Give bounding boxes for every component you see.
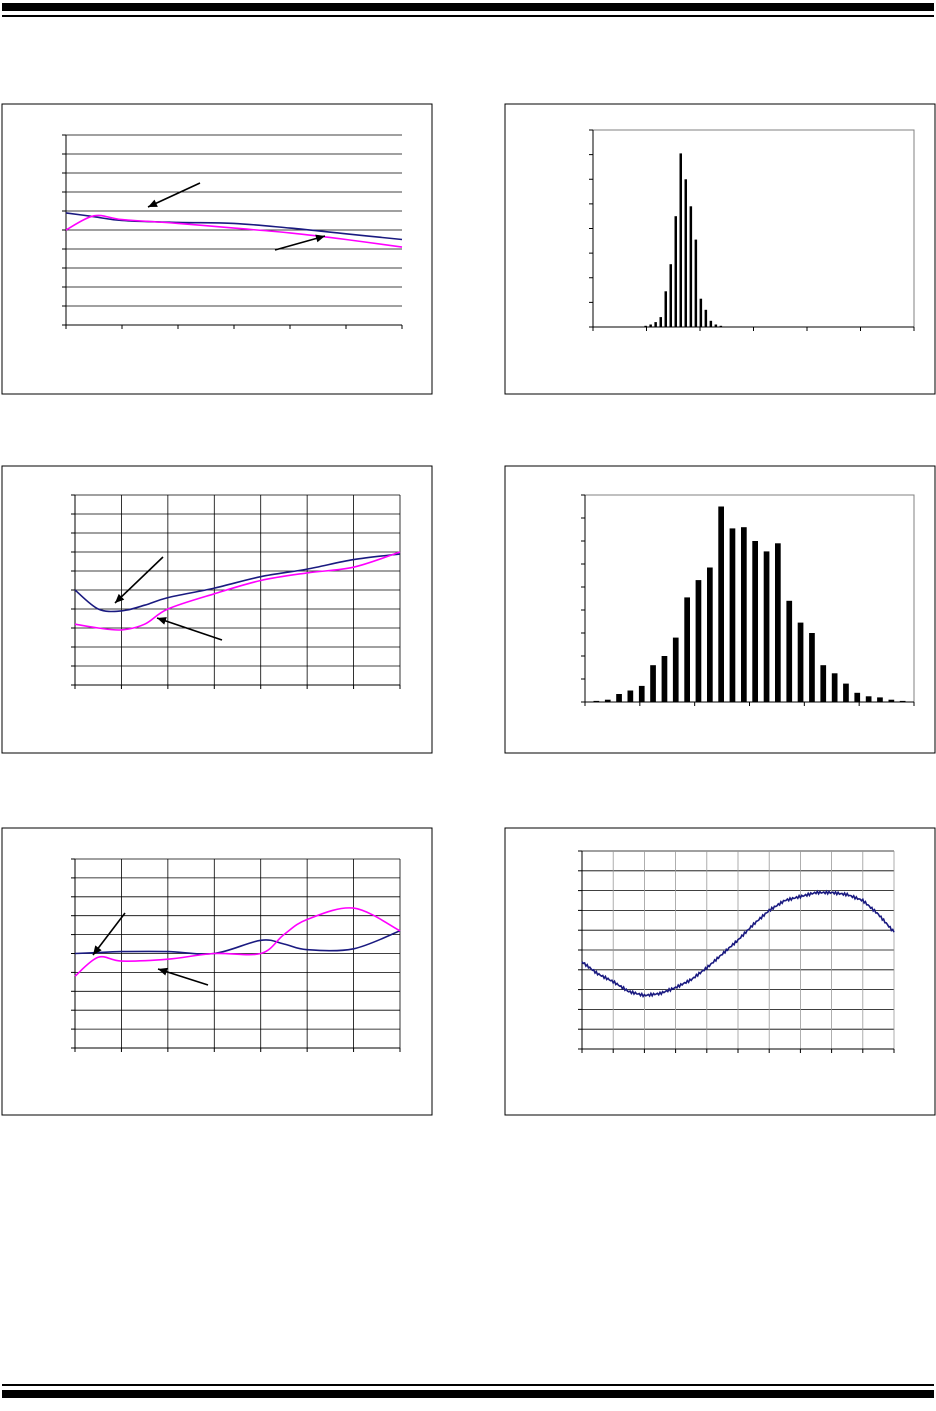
series-line-2 [65,214,403,248]
histogram-bar [672,637,679,702]
histogram-bar [888,699,895,702]
series-line-2 [74,551,401,631]
chart-panel-6 [504,827,936,1116]
annotation-arrow-1 [147,182,201,208]
histogram-bar [689,206,693,327]
histogram-bar [604,699,611,702]
histogram-bar [661,656,668,702]
chart-panel-2 [504,103,936,395]
histogram-bar [899,700,906,702]
histogram-bar [638,685,645,702]
histogram-bar [627,690,634,702]
histogram-bar [699,298,703,327]
arrowhead-1 [93,945,102,955]
histogram-bar [719,325,723,327]
histogram-bar [684,179,687,328]
histogram-bar [854,692,861,702]
chart-panel-1 [1,103,433,395]
histogram-bar [704,309,708,327]
footer-rule-thin [2,1384,934,1386]
annotation-arrow-1 [114,556,164,604]
histogram-bar [741,527,747,702]
arrowhead-2 [157,617,167,625]
histogram-bar [659,317,662,327]
chart-frame [1,465,433,754]
chart-panel-5 [1,827,433,1116]
header-rule-thin [2,15,934,17]
histogram-bar [669,264,672,327]
histogram-bar [752,541,758,702]
histogram-bar [679,153,682,327]
histogram-bar [877,697,883,702]
histogram-bar [694,239,698,327]
arrowhead-1 [115,593,125,603]
series-line-1 [65,212,403,241]
histogram-bar [775,543,781,702]
series-line-1 [74,553,401,613]
chart-panel-4 [504,465,936,754]
annotation-arrow-2 [156,617,223,641]
histogram-bar [650,665,656,702]
histogram-bar [649,324,652,327]
histogram-bar [843,683,849,702]
histogram-bar [831,673,838,703]
chart-frame [1,827,433,1116]
arrowhead-2 [158,967,168,976]
histogram-bar [865,696,872,703]
series-line-2 [74,907,401,977]
histogram-bar [684,597,690,702]
histogram-bar [809,633,815,702]
footer-rule-thick [2,1390,934,1398]
histogram-bar [820,665,827,702]
histogram-bar [654,322,657,327]
histogram-bar [714,324,718,327]
histogram-bar [644,325,647,327]
header-rule-thick [2,3,934,11]
histogram-bar [797,622,804,702]
histogram-bar [695,580,702,702]
chart-frame [504,827,936,1116]
histogram-bar [616,694,622,702]
histogram-bar [707,567,713,702]
histogram-bar [664,291,667,327]
histogram-bar [786,600,793,702]
histogram-bar [593,700,600,702]
histogram-bar [709,320,713,327]
histogram-bar [718,506,724,702]
histogram-bar [674,216,677,327]
arrowhead-2 [315,234,325,243]
series-line-1 [74,930,401,955]
histogram-bar [729,528,736,702]
chart-frame [504,103,936,395]
chart-panel-3 [1,465,433,754]
histogram-bar [763,551,770,702]
series-line-1 [581,889,895,998]
arrowhead-1 [148,199,158,207]
